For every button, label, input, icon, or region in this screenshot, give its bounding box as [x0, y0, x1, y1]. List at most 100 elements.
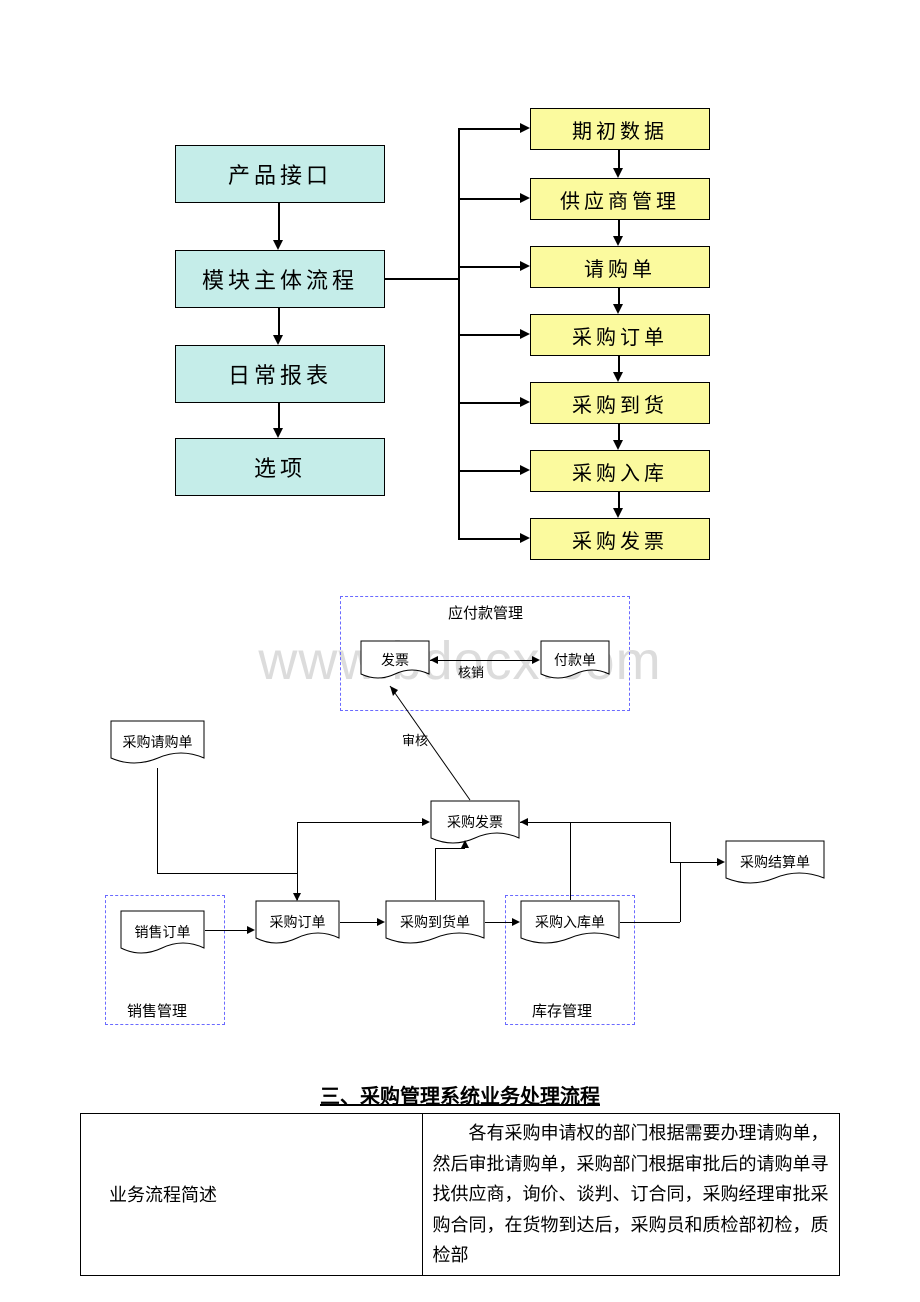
arrow-head-down-icon [273, 240, 283, 250]
arrow-head-right-icon [520, 261, 530, 271]
edge-line [435, 848, 436, 900]
middle-flowchart: www.bdocx.com 应付款管理 销售管理 库存管理 采购请购单 发票 付… [60, 590, 860, 1060]
node-label: 采购到货 [572, 389, 668, 418]
doc-label: 采购到货单 [385, 912, 485, 932]
arrow-head-right-icon [717, 858, 725, 866]
arrow-head-left-icon [430, 656, 438, 664]
arrow-head-right-icon [520, 123, 530, 133]
edge-line [520, 822, 670, 823]
arrow-head-right-icon [422, 818, 430, 826]
arrow-head-right-icon [377, 918, 385, 926]
edge-line [435, 848, 465, 849]
node-daily-report: 日常报表 [175, 345, 385, 403]
edge-line [670, 862, 717, 863]
arrow-shaft [618, 288, 620, 304]
edge-line [297, 822, 298, 900]
group-label: 销售管理 [127, 1000, 187, 1021]
arrow-head-down-icon [273, 428, 283, 438]
node-label: 采购订单 [572, 321, 668, 350]
section-title: 三、采购管理系统业务处理流程 [80, 1080, 840, 1113]
table-cell-label: 业务流程简述 [81, 1114, 423, 1276]
node-label: 日常报表 [228, 358, 332, 390]
node-label: 期初数据 [572, 115, 668, 144]
doc-label: 采购请购单 [110, 732, 205, 752]
node-label: 供应商管理 [560, 185, 680, 214]
arrow-shaft [618, 220, 620, 236]
arrow-head-right-icon [512, 918, 520, 926]
doc-arrival: 采购到货单 [385, 900, 485, 948]
table-cell-desc: 各有采购申请权的部门根据需要办理请购单，然后审批请购单，采购部门根据审批后的请购… [422, 1114, 839, 1276]
connector-line [458, 402, 520, 404]
edge-label: 审核 [402, 730, 428, 749]
node-label: 选项 [254, 451, 306, 483]
edge-line [340, 922, 377, 923]
connector-line [458, 128, 520, 130]
node-purchase-req: 请购单 [530, 246, 710, 288]
doc-invoice: 发票 [360, 640, 430, 684]
connector-line [458, 538, 520, 540]
node-label: 模块主体流程 [202, 263, 358, 295]
doc-storage-in: 采购入库单 [520, 900, 620, 948]
node-purchase-arrival: 采购到货 [530, 382, 710, 424]
edge-label: 核销 [458, 662, 484, 681]
edge-line [157, 768, 158, 873]
arrow-head-down-icon [613, 168, 623, 178]
arrow-shaft [618, 150, 620, 168]
top-flowchart: 产品接口 模块主体流程 日常报表 选项 期初数据 供应商管理 请购单 采购订单 … [0, 0, 920, 580]
section-process: 三、采购管理系统业务处理流程 业务流程简述 各有采购申请权的部门根据需要办理请购… [80, 1080, 840, 1276]
arrow-head-down-icon [273, 335, 283, 345]
edge-line [157, 873, 297, 874]
edge-line [680, 862, 681, 922]
node-purchase-order: 采购订单 [530, 314, 710, 356]
arrow-head-right-icon [532, 656, 540, 664]
arrow-head-down-icon [613, 508, 623, 518]
edge-line [485, 922, 512, 923]
arrow-head-right-icon [520, 329, 530, 339]
process-table: 业务流程简述 各有采购申请权的部门根据需要办理请购单，然后审批请购单，采购部门根… [80, 1113, 840, 1276]
connector-line [458, 198, 520, 200]
connector-line [458, 266, 520, 268]
doc-label: 付款单 [540, 650, 610, 670]
arrow-shaft [618, 356, 620, 372]
node-purchase-invoice: 采购发票 [530, 518, 710, 560]
node-label: 请购单 [584, 253, 656, 282]
arrow-shaft [278, 403, 280, 428]
node-label: 采购入库 [572, 457, 668, 486]
node-label: 产品接口 [228, 158, 332, 190]
arrow-shaft [618, 492, 620, 508]
doc-purchase-invoice: 采购发票 [430, 800, 520, 848]
arrow-head-right-icon [520, 397, 530, 407]
arrow-shaft [618, 424, 620, 440]
doc-label: 发票 [360, 650, 430, 670]
group-label: 应付款管理 [448, 602, 523, 623]
edge-line [570, 822, 571, 900]
arrow-head-down-icon [613, 440, 623, 450]
node-initial-data: 期初数据 [530, 108, 710, 150]
doc-settlement: 采购结算单 [725, 840, 825, 888]
arrow-head-right-icon [520, 193, 530, 203]
edge-line [297, 822, 422, 823]
doc-label: 采购订单 [255, 912, 340, 932]
connector-line [385, 278, 460, 280]
doc-label: 采购入库单 [520, 912, 620, 932]
edge-line [430, 660, 532, 661]
table-row: 业务流程简述 各有采购申请权的部门根据需要办理请购单，然后审批请购单，采购部门根… [81, 1114, 840, 1276]
doc-payment: 付款单 [540, 640, 610, 684]
node-label: 采购发票 [572, 525, 668, 554]
doc-purchase-order: 采购订单 [255, 900, 340, 948]
doc-label: 销售订单 [120, 922, 205, 942]
arrow-head-right-icon [520, 533, 530, 543]
node-purchase-storage: 采购入库 [530, 450, 710, 492]
node-module-main-flow: 模块主体流程 [175, 250, 385, 308]
connector-line [458, 334, 520, 336]
edge-line [205, 930, 247, 931]
arrow-head-down-icon [613, 372, 623, 382]
doc-sales-order: 销售订单 [120, 910, 205, 958]
arrow-shaft [278, 308, 280, 335]
arrow-head-right-icon [247, 926, 255, 934]
node-product-interface: 产品接口 [175, 145, 385, 203]
doc-label: 采购结算单 [725, 852, 825, 872]
arrow-head-down-icon [613, 236, 623, 246]
arrow-head-right-icon [520, 465, 530, 475]
connector-line [458, 470, 520, 472]
